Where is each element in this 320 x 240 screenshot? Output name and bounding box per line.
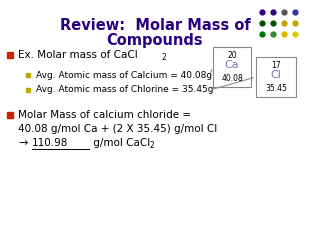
Text: Molar Mass of calcium chloride =: Molar Mass of calcium chloride = <box>18 110 191 120</box>
Text: Avg. Atomic mass of Chlorine = 35.45g: Avg. Atomic mass of Chlorine = 35.45g <box>36 85 213 95</box>
Text: Compounds: Compounds <box>107 33 203 48</box>
Text: 2: 2 <box>149 142 154 150</box>
Text: Avg. Atomic mass of Calcium = 40.08g: Avg. Atomic mass of Calcium = 40.08g <box>36 71 212 79</box>
Text: Review:  Molar Mass of: Review: Molar Mass of <box>60 18 250 33</box>
Text: 17: 17 <box>271 61 281 70</box>
Text: g/mol CaCl: g/mol CaCl <box>90 138 150 148</box>
Text: Ex. Molar mass of CaCl: Ex. Molar mass of CaCl <box>18 50 138 60</box>
Text: Ca: Ca <box>225 60 239 70</box>
Text: 35.45: 35.45 <box>265 84 287 93</box>
Bar <box>213 47 251 87</box>
Text: 110.98: 110.98 <box>32 138 68 148</box>
Text: Cl: Cl <box>271 70 281 80</box>
Text: →: → <box>18 138 28 148</box>
Bar <box>256 57 296 97</box>
Text: 20: 20 <box>227 51 237 60</box>
Text: 40.08: 40.08 <box>221 74 243 83</box>
Text: 2: 2 <box>162 54 167 62</box>
Text: 40.08 g/mol Ca + (2 X 35.45) g/mol Cl: 40.08 g/mol Ca + (2 X 35.45) g/mol Cl <box>18 124 217 134</box>
